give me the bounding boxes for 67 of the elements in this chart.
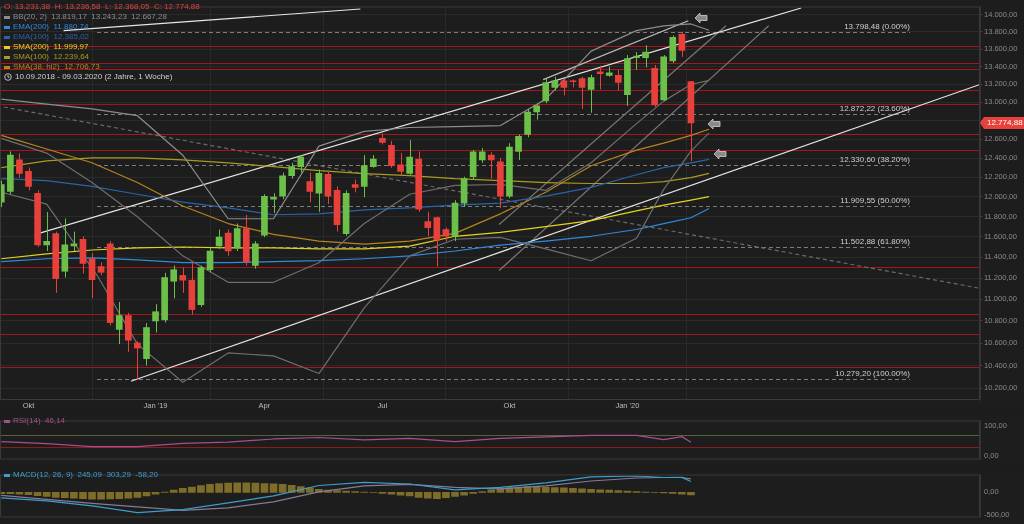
bar (124, 492, 133, 499)
bar (614, 490, 623, 493)
candlestick (379, 132, 386, 145)
ref-line-label: 12.872,22 (23.60%) (839, 103, 911, 113)
candlestick (397, 152, 404, 176)
candlestick (406, 139, 413, 176)
bar (260, 483, 269, 493)
bar (251, 482, 260, 493)
candlestick (233, 223, 241, 252)
candlestick (34, 189, 41, 248)
candlestick (52, 231, 60, 294)
candlestick (551, 76, 559, 92)
ref-line-label: 12.330,60 (38.20%) (839, 154, 911, 164)
candlestick (515, 133, 522, 161)
candlestick (242, 214, 250, 266)
candlestick (669, 34, 677, 64)
bar (15, 492, 24, 495)
bar (623, 490, 632, 493)
bar (278, 484, 287, 493)
candlestick (143, 322, 150, 366)
candlestick (497, 157, 504, 209)
legend-label: BB(20, 2) 13.819,17 13.243,23 12.667,28 (13, 12, 167, 22)
ref-line-label: 11.909,55 (50.00%) (840, 195, 911, 205)
annotation: O: 13.231,38 H: 13.236,58 L: 12.368,05 C: 12.774,88 (4, 2, 200, 12)
candlestick (351, 179, 359, 193)
legend-label: EMA(200) 11.880,74 (13, 22, 89, 32)
candlestick (524, 108, 531, 138)
candlestick (7, 150, 14, 195)
legend-label: EMA(100) 12.385,02 (13, 32, 90, 42)
candlestick (170, 265, 178, 299)
candlestick (161, 272, 168, 324)
bar (24, 492, 33, 495)
candlestick (179, 267, 187, 294)
candlestick (279, 172, 286, 200)
candlestick (506, 142, 513, 199)
candlestick (115, 301, 123, 345)
candlestick (252, 240, 259, 270)
bar (133, 492, 142, 498)
candlestick (624, 54, 631, 107)
bar (33, 492, 42, 496)
candlestick (25, 167, 32, 191)
candlestick (306, 172, 314, 203)
candlestick (288, 162, 295, 180)
bar (151, 492, 160, 495)
candlestick (615, 69, 622, 92)
ref-line-label: 11.502,88 (61.80%) (840, 236, 911, 246)
candlestick (152, 303, 159, 333)
candlestick (106, 240, 114, 326)
text: 12.774,88 (987, 118, 1024, 128)
bar (6, 492, 15, 495)
legend-label: RSI(14) 46,14 (13, 416, 66, 426)
bar (387, 492, 396, 495)
candlestick (388, 140, 395, 169)
bar (269, 483, 278, 493)
annotation: 10.09.2018 - 09.03.2020 (2 Jahre, 1 Woche) (15, 72, 173, 82)
bar (42, 492, 51, 497)
candlestick (61, 218, 69, 279)
ref-line-label: 10.279,20 (100.00%) (835, 368, 911, 378)
candlestick (360, 154, 368, 198)
legend-label: MACD(12, 26, 9) 245,09 303,29 -58,20 (13, 470, 158, 480)
ref-line-label: 13.798,48 (0.00%) (844, 21, 911, 31)
candlestick (125, 312, 132, 353)
candlestick (542, 78, 550, 104)
legend-label: SMA(38, hl2) 12.706,73 (13, 62, 100, 72)
legend-label: SMA(100) 12.239,64 (13, 52, 90, 62)
candlestick (605, 66, 613, 78)
candlestick (424, 211, 432, 237)
